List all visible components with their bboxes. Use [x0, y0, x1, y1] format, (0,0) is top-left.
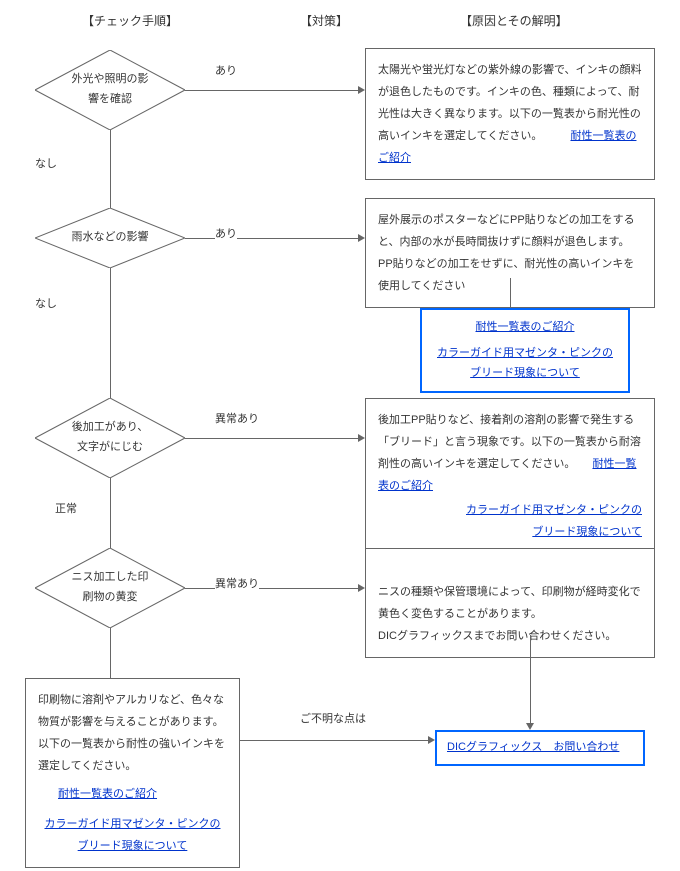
box5-link1[interactable]: 耐性一覧表のご紹介 — [58, 788, 157, 800]
arrow-b4-b6 — [526, 723, 534, 730]
box-solvent: 印刷物に溶剤やアルカリなど、色々な物質が影響を与えることがあります。 以下の一覧… — [25, 678, 240, 868]
edge-b2-b2b — [510, 278, 511, 308]
label-d3-normal: 正常 — [55, 500, 77, 516]
box-cause-3: 後加工PP貼りなど、接着剤の溶剤の影響で発生する「ブリード」と言う現象です。以下… — [365, 398, 655, 554]
arrow-b5-b6 — [428, 736, 435, 744]
edge-d2-d3 — [110, 268, 111, 398]
diamond-post: 後加工があり、 文字がにじむ — [35, 398, 185, 478]
arrow-d2-b2 — [358, 234, 365, 242]
box2b-link1[interactable]: 耐性一覧表のご紹介 — [476, 321, 575, 333]
label-d4-yes: 異常あり — [215, 575, 259, 591]
edge-d1-d2 — [110, 130, 111, 208]
diamond-rain-text: 雨水などの影響 — [35, 208, 185, 268]
box3-link2[interactable]: カラーガイド用マゼンタ・ピンクの ブリード現象について — [466, 504, 642, 538]
label-d3-yes: 異常あり — [215, 410, 259, 426]
box2-text: 屋外展示のポスターなどにPP貼りなどの加工をすると、内部の水が長時間抜けずに顔料… — [378, 214, 635, 292]
label-d1-yes: あり — [215, 62, 237, 78]
diamond-rain: 雨水などの影響 — [35, 208, 185, 268]
diamond-post-text: 後加工があり、 文字がにじむ — [35, 398, 185, 478]
arrow-d4-b4 — [358, 584, 365, 592]
header-measure: 【対策】 — [300, 12, 348, 29]
diamond-light: 外光や照明の影 響を確認 — [35, 50, 185, 130]
edge-b4-b6 — [530, 635, 531, 725]
label-d2-no: なし — [35, 295, 57, 311]
header-check: 【チェック手順】 — [82, 12, 178, 29]
diamond-light-text: 外光や照明の影 響を確認 — [35, 50, 185, 130]
edge-d4-b5 — [110, 628, 111, 678]
box5-link2[interactable]: カラーガイド用マゼンタ・ピンクの ブリード現象について — [45, 818, 221, 852]
arrow-d1-b1 — [358, 86, 365, 94]
edge-d3-d4 — [110, 478, 111, 548]
edge-d2-b2 — [185, 238, 360, 239]
header-cause: 【原因とその解明】 — [460, 12, 568, 29]
label-d2-yes: あり — [215, 225, 237, 241]
diamond-varnish: ニス加工した印 刷物の黄変 — [35, 548, 185, 628]
arrow-d3-b3 — [358, 434, 365, 442]
edge-d1-b1 — [185, 90, 360, 91]
label-d1-no: なし — [35, 155, 57, 171]
diamond-varnish-text: ニス加工した印 刷物の黄変 — [35, 548, 185, 628]
edge-d3-b3 — [185, 438, 360, 439]
box4-text: ニスの種類や保管環境によって、印刷物が経時変化で黄色く変色することがあります。 … — [378, 586, 641, 642]
label-unclear: ご不明な点は — [300, 710, 366, 726]
box2b-link2[interactable]: カラーガイド用マゼンタ・ピンクの ブリード現象について — [437, 347, 613, 379]
edge-b5-b6 — [240, 740, 430, 741]
box-links-2b: 耐性一覧表のご紹介 カラーガイド用マゼンタ・ピンクの ブリード現象について — [420, 308, 630, 393]
box6-link[interactable]: DICグラフィックス お問い合わせ — [447, 741, 619, 753]
box-cause-1: 太陽光や蛍光灯などの紫外線の影響で、インキの顔料が退色したものです。インキの色、… — [365, 48, 655, 180]
box-contact: DICグラフィックス お問い合わせ — [435, 730, 645, 766]
box-cause-4: ニスの種類や保管環境によって、印刷物が経時変化で黄色く変色することがあります。 … — [365, 548, 655, 658]
box5-text: 印刷物に溶剤やアルカリなど、色々な物質が影響を与えることがあります。 以下の一覧… — [38, 689, 227, 777]
edge-d4-b4 — [185, 588, 360, 589]
